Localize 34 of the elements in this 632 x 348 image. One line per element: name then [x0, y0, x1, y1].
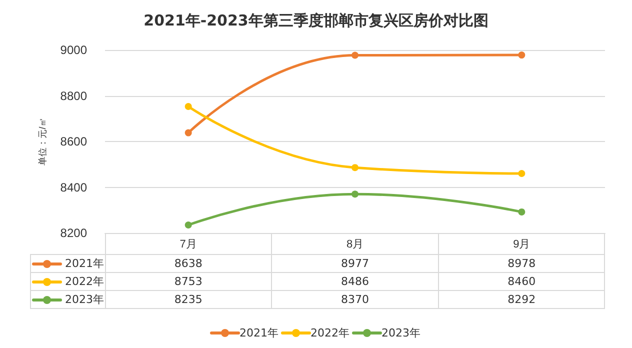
text: 2022年	[310, 326, 350, 339]
text: 2023年	[64, 293, 104, 306]
data-label: 8460	[438, 272, 605, 290]
point	[352, 52, 358, 59]
x-tick-label: 7月	[180, 238, 197, 250]
y-tick-label: 8400	[60, 180, 88, 194]
data-label: 8292	[438, 290, 605, 308]
x-tick-label: 9月	[513, 238, 530, 250]
y-tick-label: 9000	[60, 43, 88, 57]
data-label: 8235	[105, 290, 272, 308]
point	[518, 52, 526, 59]
data-label: 8977	[272, 254, 438, 272]
point	[184, 103, 192, 110]
data-label: 8978	[438, 254, 605, 272]
legend-label: 2023年	[382, 326, 420, 339]
legend-label: 2021年	[64, 257, 104, 270]
point	[184, 221, 192, 228]
y-tick-label: 8200	[60, 226, 88, 240]
y-axis-title: 单位：元/㎡	[38, 118, 48, 166]
chart-title: 2021年-2023年第三季度邯郸市复兴区房价对比图	[144, 12, 488, 30]
text: 2021年	[240, 326, 278, 339]
data-label: 8370	[272, 290, 438, 308]
legend-label: 2022年	[64, 275, 104, 288]
y-tick-label: 8800	[60, 88, 88, 103]
x-tick-label: 8月	[346, 238, 364, 250]
data-label: 8638	[105, 254, 272, 272]
y-tick-label: 8600	[60, 134, 88, 148]
point	[518, 208, 526, 216]
point	[352, 164, 358, 172]
data-label: 8753	[105, 272, 272, 290]
point	[352, 190, 358, 198]
data-label: 8486	[272, 272, 438, 290]
point	[518, 170, 526, 178]
point	[184, 129, 192, 136]
